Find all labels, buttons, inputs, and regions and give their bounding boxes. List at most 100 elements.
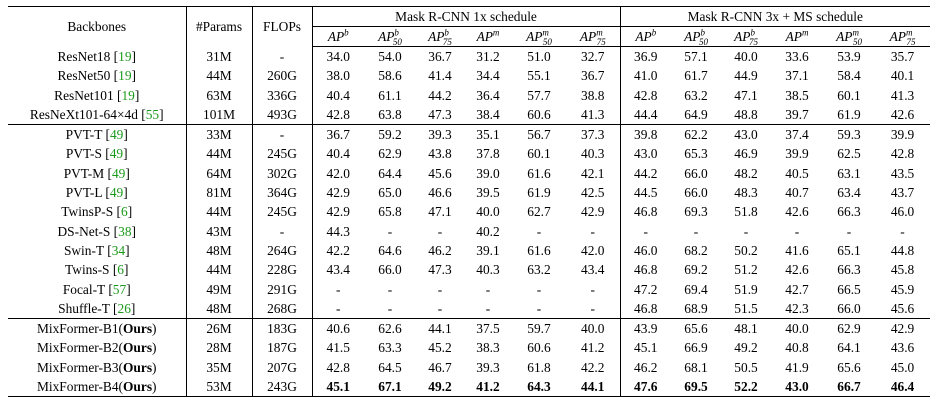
metric-value-cell: 61.6 xyxy=(527,242,551,258)
metric-value-cell: 69.5 xyxy=(671,377,722,398)
citation-link[interactable]: 57 xyxy=(112,281,127,297)
table-row: ResNet101 [19] 63M 336G 40.4 61.1 44.2 36.4 57.… xyxy=(8,85,930,105)
table-row: MixFormer-B2(Ours) 28M 187G 41.5 63.3 45.2 38.… xyxy=(8,338,930,358)
flops-cell: 364G xyxy=(252,183,313,203)
table-row: Twins-S [6] 44M 228G 43.4 66.0 47.3 40.3 63.2 43… xyxy=(8,260,930,280)
metric-value-cell: 66.9 xyxy=(684,340,708,356)
metric-value-cell: 61.9 xyxy=(527,185,551,201)
citation-link[interactable]: 49 xyxy=(111,165,126,181)
flops-cell: - xyxy=(252,124,313,145)
metric-value-cell: 65.0 xyxy=(378,185,402,201)
table-row: ResNet50 [19] 44M 260G 38.0 58.6 41.4 34.4 55.1… xyxy=(8,66,930,86)
metric-value-cell: - xyxy=(536,281,542,297)
metric-value-cell: 64.6 xyxy=(378,242,402,258)
metric-value-cell: 57.7 xyxy=(527,87,551,103)
metric-header: APb75 xyxy=(721,26,772,47)
metric-value-cell: 63.4 xyxy=(837,185,861,201)
metric-value-cell: 66.0 xyxy=(837,300,861,316)
metric-value-cell: - xyxy=(566,221,621,241)
flops-cell: - xyxy=(252,221,313,241)
backbone-name: Shuffle-T [26] xyxy=(8,298,187,319)
metric-value-cell: 41.0 xyxy=(634,68,658,84)
table-row: MixFormer-B1(Ours) 26M 183G 40.6 62.6 44.1 37.… xyxy=(8,318,931,339)
metric-value-cell: 46.2 xyxy=(428,242,452,258)
table-row: PVT-L [49] 81M 364G 42.9 65.0 46.6 39.5 61.9 42.… xyxy=(8,183,930,203)
metric-value-cell: - xyxy=(794,223,800,239)
metric-value-cell: 66.0 xyxy=(378,262,402,278)
metric-value-cell: 37.8 xyxy=(476,146,500,162)
metric-header: APm50 xyxy=(823,26,876,47)
citation-link[interactable]: 49 xyxy=(109,127,124,143)
params-cell: 44M xyxy=(186,144,253,164)
metric-value-cell: 45.6 xyxy=(428,165,452,181)
metric-value-cell: - xyxy=(387,281,393,297)
metric-value-cell: 55.1 xyxy=(527,68,551,84)
metric-value-cell: 41.6 xyxy=(785,242,809,258)
citation-link[interactable]: 19 xyxy=(118,68,132,84)
metric-value-cell: 69.2 xyxy=(684,262,708,278)
metric-header: APm xyxy=(464,26,512,47)
metric-value-cell: 43.0 xyxy=(721,124,772,145)
metric-value-cell: 58.4 xyxy=(837,68,861,84)
metric-value-cell: 64.1 xyxy=(837,340,861,356)
metric-value-cell: 33.6 xyxy=(785,49,809,64)
metric-value-cell: 43.4 xyxy=(566,260,621,280)
metric-value-cell: 39.9 xyxy=(875,124,931,145)
header-params: #Params xyxy=(186,6,253,47)
metric-value-cell: 38.4 xyxy=(476,106,500,122)
params-cell: 48M xyxy=(186,298,253,319)
metric-value-cell: 62.6 xyxy=(364,318,416,339)
metric-value-cell: 40.3 xyxy=(566,144,621,164)
citation-link[interactable]: 38 xyxy=(118,223,132,239)
flops-cell: 493G xyxy=(252,104,313,125)
citation-link[interactable]: 55 xyxy=(145,106,160,122)
metric-value-cell: 40.4 xyxy=(326,146,350,162)
metric-value-cell: 42.3 xyxy=(785,300,809,316)
citation-link[interactable]: 6 xyxy=(121,204,128,220)
backbone-name: PVT-T [49] xyxy=(8,124,187,145)
metric-value-cell: 53.9 xyxy=(837,49,861,64)
metric-value-cell: 48.1 xyxy=(721,318,772,339)
flops-cell: 243G xyxy=(252,377,313,398)
metric-value-cell: 64.4 xyxy=(378,165,402,181)
metric-value-cell: 65.8 xyxy=(378,204,402,220)
citation-link[interactable]: 49 xyxy=(109,185,124,201)
metric-value-cell: - xyxy=(336,300,341,316)
flops-cell: 187G xyxy=(252,338,313,358)
metric-value-cell: - xyxy=(643,223,648,239)
metric-value-cell: 39.8 xyxy=(620,124,672,145)
flops-cell: 336G xyxy=(252,85,313,105)
backbone-name: ResNet50 [19] xyxy=(8,66,187,86)
metric-header: APb xyxy=(620,26,672,47)
citation-link[interactable]: 19 xyxy=(121,87,135,103)
metric-value-cell: 40.6 xyxy=(312,318,364,339)
metric-value-cell: - xyxy=(566,279,621,299)
citation-link[interactable]: 6 xyxy=(117,262,124,278)
metric-value-cell: 45.8 xyxy=(890,262,915,278)
metric-value-cell: 64.5 xyxy=(378,359,402,375)
citation-link[interactable]: 26 xyxy=(117,300,131,316)
metric-value-cell: 46.0 xyxy=(890,204,915,220)
metric-value-cell: 48.3 xyxy=(734,185,758,201)
citation-link[interactable]: 19 xyxy=(118,48,132,64)
metric-value-cell: 40.7 xyxy=(785,185,809,201)
metric-value-cell: 43.0 xyxy=(634,146,658,162)
citation-link[interactable]: 49 xyxy=(109,146,124,162)
citation-link[interactable]: 34 xyxy=(111,242,126,258)
metric-value-cell: 38.3 xyxy=(476,340,500,356)
metric-value-cell: 41.3 xyxy=(890,87,915,103)
metric-value-cell: 40.3 xyxy=(476,262,500,278)
metric-value-cell: 60.1 xyxy=(837,87,861,103)
metric-value-cell: - xyxy=(437,281,443,297)
metric-value-cell: 60.6 xyxy=(527,340,551,356)
metric-value-cell: 42.6 xyxy=(890,106,915,122)
metric-value-cell: 42.9 xyxy=(326,185,350,201)
metric-value-cell: 35.1 xyxy=(464,124,512,145)
table-row: PVT-T [49] 33M -36.7 59.2 39.3 35.1 56.7 37.3 39… xyxy=(8,124,931,145)
table-row: MixFormer-B3(Ours) 35M 207G 42.8 64.5 46.7 39.… xyxy=(8,357,930,378)
metric-value-cell: 65.6 xyxy=(671,318,722,339)
metric-value-cell: 43.4 xyxy=(326,262,350,278)
metric-value-cell: 64.3 xyxy=(512,377,566,398)
table-row: PVT-S [49] 44M 245G 40.4 62.9 43.8 37.8 60.1 40.… xyxy=(8,144,930,164)
metric-value-cell: 38.8 xyxy=(566,85,621,105)
